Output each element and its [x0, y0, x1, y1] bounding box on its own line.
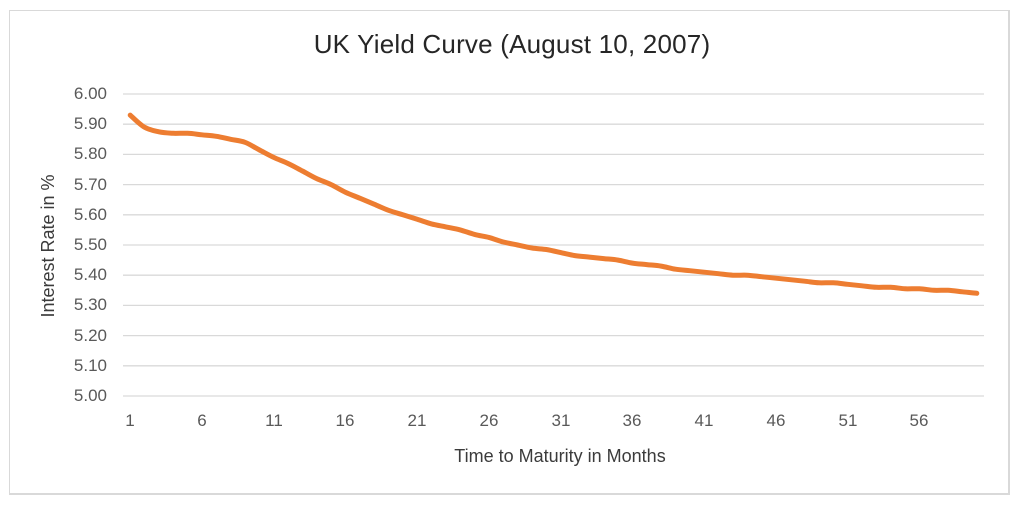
x-axis-title: Time to Maturity in Months — [454, 446, 666, 466]
y-tick-label: 5.10 — [73, 356, 107, 375]
x-tick-label: 26 — [479, 411, 499, 430]
y-tick-label: 5.00 — [73, 386, 107, 405]
chart-title: UK Yield Curve (August 10, 2007) — [313, 29, 711, 59]
x-tick-label: 51 — [838, 411, 858, 430]
x-tick-label: 46 — [766, 411, 786, 430]
chart-frame — [9, 10, 1010, 495]
x-tick-label: 56 — [909, 411, 929, 430]
x-tick-label: 11 — [265, 411, 283, 430]
y-tick-label: 5.50 — [73, 235, 107, 254]
y-tick-label: 5.30 — [73, 295, 107, 314]
x-tick-label: 21 — [407, 411, 427, 430]
x-tick-label: 41 — [694, 411, 714, 430]
y-tick-label: 5.60 — [73, 205, 107, 224]
x-tick-label: 31 — [551, 411, 571, 430]
x-tick-label: 36 — [622, 411, 642, 430]
y-tick-label: 5.80 — [73, 144, 107, 163]
x-tick-label: 1 — [125, 411, 135, 430]
yield-curve-line — [127, 112, 980, 296]
y-tick-label: 5.40 — [73, 265, 107, 284]
y-tick-label: 5.90 — [73, 114, 107, 133]
y-axis-title: Interest Rate in % — [38, 174, 58, 318]
y-tick-label: 5.70 — [73, 175, 107, 194]
y-tick-label: 6.00 — [73, 84, 107, 103]
y-tick-label: 5.20 — [73, 326, 107, 345]
x-tick-label: 16 — [335, 411, 355, 430]
x-tick-label: 6 — [197, 411, 207, 430]
